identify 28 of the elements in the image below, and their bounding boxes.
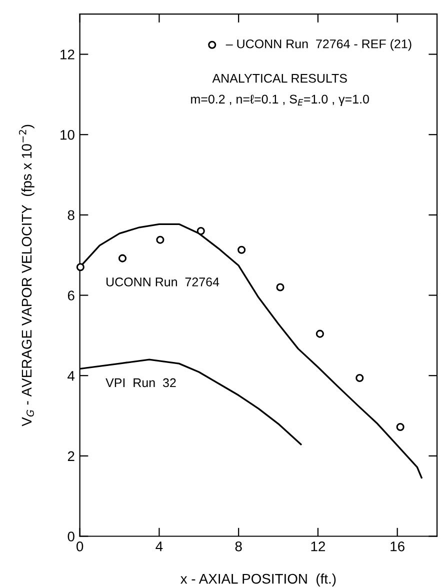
- x-axis-title: x - AXIAL POSITION (ft.): [180, 574, 336, 586]
- x-tick-label: 0: [76, 541, 84, 552]
- point: [238, 246, 246, 254]
- annotation: VPI Run 32: [106, 378, 176, 388]
- annotation: ANALYTICAL RESULTS: [212, 74, 347, 83]
- y-tick-label: 12: [60, 50, 74, 60]
- point: [396, 422, 404, 432]
- annotation: UCONN Run 72764: [106, 278, 220, 286]
- y-tick-label: 2: [68, 451, 74, 461]
- point: [196, 226, 205, 236]
- x-tick-label: 8: [235, 541, 242, 552]
- x-tick-label: 16: [390, 541, 404, 552]
- y-tick-label: 4: [68, 371, 75, 381]
- y-tick-label: 8: [68, 210, 74, 220]
- point: [156, 236, 164, 244]
- y-tick-label: 0: [68, 532, 74, 542]
- y-axis-title: V$_{G}$ - AVERAGE VAPOR VELOCITY (fps x 10$^{−2}$): [18, 124, 34, 426]
- point: [118, 254, 127, 262]
- y-tick-label: 10: [60, 130, 74, 140]
- point: [316, 330, 324, 338]
- point: [356, 374, 364, 382]
- x-tick-label: 12: [311, 541, 325, 552]
- legend-label: – UCONN Run 72764 - REF (21): [226, 39, 412, 51]
- annotation: m=0.2 , n=ℓ=0.1 , S$_{E}$=1.0 , γ=1.0: [191, 94, 369, 106]
- point: [76, 263, 84, 272]
- point: [276, 283, 284, 292]
- x-tick-label: 4: [156, 542, 163, 552]
- y-tick-label: 6: [68, 290, 74, 300]
